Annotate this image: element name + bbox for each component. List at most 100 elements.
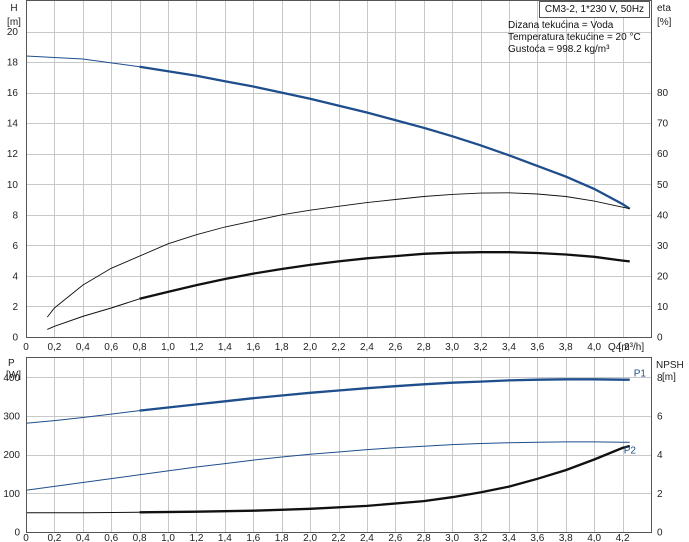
- y-tick-label-left: 400: [3, 373, 20, 384]
- bottom-chart-series: P1 P2: [25, 369, 647, 514]
- x-tick-label: 3,6: [530, 342, 544, 353]
- x-tick-label: 2,8: [417, 342, 431, 353]
- x-tick-label: 0: [23, 342, 29, 353]
- x-tick-label: 3,0: [445, 342, 459, 353]
- info-temperature: Temperatura tekućine = 20 °C: [508, 32, 641, 43]
- y-tick-label-left: 12: [7, 149, 19, 160]
- y-tick-label-right: 4: [657, 450, 663, 461]
- series-label-p2: P2: [624, 445, 637, 456]
- x-tick-label: 3,4: [502, 342, 516, 353]
- npsh-curve: [139, 444, 630, 514]
- p2-curve: [25, 441, 630, 491]
- x-tick-label-bottom: 1,0: [161, 533, 175, 542]
- y-tick-label-left: 100: [3, 489, 20, 500]
- x-tick-label: 2,2: [332, 342, 346, 353]
- x-tick-label-bottom: 2,6: [388, 533, 402, 542]
- p1-curve: [139, 378, 630, 412]
- x-tick-label: 1,0: [161, 342, 175, 353]
- y-axis-unit-top-right: [%]: [657, 17, 672, 28]
- y-tick-label-right: 30: [657, 241, 669, 252]
- x-tick-label-bottom: 1,2: [190, 533, 204, 542]
- x-tick-label-bottom: 1,4: [218, 533, 232, 542]
- x-tick-label-bottom: 2,8: [417, 533, 431, 542]
- y-tick-label-left: 10: [7, 180, 19, 191]
- y-tick-label-left: 0: [12, 333, 18, 344]
- y-tick-label-right: 60: [657, 149, 669, 160]
- y-axis-unit-bottom-right: [m]: [662, 372, 676, 383]
- x-tick-label: 2,4: [360, 342, 374, 353]
- y-tick-label-left: 16: [7, 88, 19, 99]
- top-chart-series: [25, 55, 631, 330]
- x-tick-label-bottom: 3,2: [474, 533, 488, 542]
- y-axis-label-bottom-left: P: [8, 358, 15, 369]
- top-chart-frame: [26, 0, 652, 338]
- y-tick-label-left: 2: [12, 302, 18, 313]
- x-tick-label-bottom: 0,6: [104, 533, 118, 542]
- x-tick-label-bottom: 3,0: [445, 533, 459, 542]
- y-tick-label-left: 14: [7, 119, 19, 130]
- y-tick-label-right: 0: [657, 528, 663, 539]
- x-tick-label: 0,6: [104, 342, 118, 353]
- y-tick-label-right: 0: [657, 333, 663, 344]
- x-tick-label: 0,8: [133, 342, 147, 353]
- y-tick-label-right: 40: [657, 210, 669, 221]
- axis-labels: H[m]eta[%]Q [m³/h]P[W]NPSH[m]: [6, 3, 684, 383]
- x-tick-label: 1,8: [275, 342, 289, 353]
- axis-tick-labels: 000,20,20,40,40,60,60,80,81,01,01,21,21,…: [3, 27, 668, 542]
- efficiency-curve: [46, 192, 630, 318]
- y-tick-label-right: 2: [657, 489, 663, 500]
- chart-title: CM3-2, 1*230 V, 50Hz: [539, 1, 650, 18]
- bottom-chart-frame: [26, 357, 652, 533]
- x-tick-label: 4,2: [616, 342, 630, 353]
- y-tick-label-left: 200: [3, 450, 20, 461]
- y-axis-label-top-right: eta: [657, 3, 671, 14]
- x-tick-label: 2,6: [388, 342, 402, 353]
- y-tick-label-left: 300: [3, 412, 20, 423]
- x-tick-label-bottom: 3,6: [530, 533, 544, 542]
- x-axis-label: Q [m³/h]: [608, 342, 644, 353]
- y-tick-label-left: 18: [7, 58, 19, 69]
- x-tick-label: 3,8: [559, 342, 573, 353]
- x-tick-label-bottom: 3,4: [502, 533, 516, 542]
- y-tick-label-right: 8: [657, 373, 663, 384]
- head-curve: [139, 65, 631, 210]
- efficiency-curve-pump: [139, 251, 630, 300]
- x-tick-label: 1,2: [190, 342, 204, 353]
- x-tick-label: 1,6: [246, 342, 260, 353]
- x-tick-label-bottom: 2,0: [303, 533, 317, 542]
- x-tick-label-bottom: 0: [23, 533, 29, 542]
- head-curve-thin: [25, 55, 630, 210]
- y-axis-unit-bottom-left: [W]: [6, 370, 21, 381]
- y-axis-label-bottom-right: NPSH: [656, 360, 684, 371]
- y-tick-label-left: 8: [12, 210, 18, 221]
- y-tick-label-right: 50: [657, 180, 669, 191]
- x-tick-label-bottom: 2,2: [332, 533, 346, 542]
- y-tick-label-left: 6: [12, 241, 18, 252]
- x-tick-label-bottom: 3,8: [559, 533, 573, 542]
- x-tick-label: 4,0: [587, 342, 601, 353]
- info-liquid: Dizana tekućina = Voda: [508, 20, 614, 31]
- y-tick-label-left: 0: [14, 528, 20, 539]
- y-tick-label-right: 10: [657, 302, 669, 313]
- y-tick-label-left: 4: [12, 271, 18, 282]
- y-tick-label-right: 70: [657, 119, 669, 130]
- x-tick-label-bottom: 4,2: [616, 533, 630, 542]
- efficiency-curve-pump-thin: [47, 251, 630, 330]
- y-tick-label-right: 80: [657, 88, 669, 99]
- x-tick-label-bottom: 0,2: [47, 533, 61, 542]
- x-tick-label: 1,4: [218, 342, 232, 353]
- series-label-p1: P1: [634, 369, 647, 380]
- x-tick-label-bottom: 0,4: [76, 533, 90, 542]
- x-tick-label-bottom: 0,8: [133, 533, 147, 542]
- x-tick-label-bottom: 4,0: [587, 533, 601, 542]
- x-tick-label-bottom: 2,4: [360, 533, 374, 542]
- x-tick-label-bottom: 1,6: [246, 533, 260, 542]
- info-density: Gustoća = 998.2 kg/m³: [508, 44, 610, 55]
- x-tick-label-bottom: 1,8: [275, 533, 289, 542]
- x-tick-label: 0,4: [76, 342, 90, 353]
- y-tick-label-right: 6: [657, 412, 663, 423]
- y-tick-label-right: 20: [657, 271, 669, 282]
- x-tick-label: 3,2: [474, 342, 488, 353]
- y-axis-unit-top-left: [m]: [7, 17, 21, 28]
